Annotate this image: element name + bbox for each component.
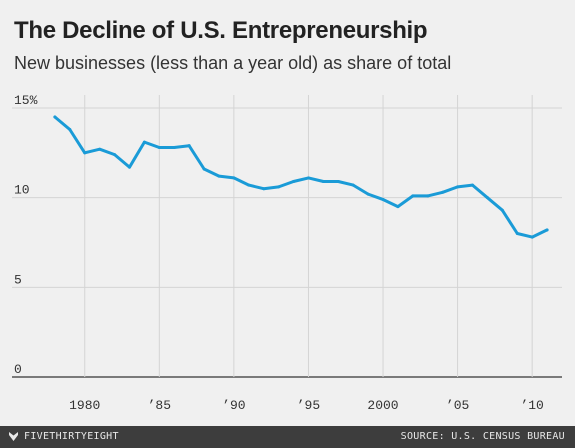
data-point [545, 228, 549, 232]
data-point [68, 128, 72, 132]
data-point [456, 185, 460, 189]
data-point [426, 194, 430, 198]
y-tick-label: 5 [14, 272, 22, 287]
data-point [396, 205, 400, 209]
y-tick-label: 10 [14, 183, 30, 198]
data-point [172, 145, 176, 149]
footer-bar: FIVETHIRTYEIGHT SOURCE: U.S. CENSUS BURE… [0, 426, 575, 448]
x-tick-label: 1980 [69, 398, 100, 413]
line-chart: 0 5 10 15% 1980 ’85 ’90 ’95 2000 ’05 ’10 [12, 93, 562, 413]
data-point [485, 196, 489, 200]
fivethirtyeight-logo-icon [9, 432, 18, 441]
data-point [441, 190, 445, 194]
y-tick-label: 15% [14, 93, 38, 108]
x-axis-labels: 1980 ’85 ’90 ’95 2000 ’05 ’10 [69, 398, 544, 413]
brand-name: FIVETHIRTYEIGHT [24, 431, 119, 442]
data-point [515, 232, 519, 236]
x-tick-label: ’10 [520, 398, 543, 413]
grid-lines [12, 95, 562, 378]
x-tick-label: ’95 [297, 398, 320, 413]
data-point [321, 180, 325, 184]
data-point [306, 176, 310, 180]
data-point [113, 153, 117, 157]
y-axis-labels: 0 5 10 15% [14, 93, 38, 377]
chart-title: The Decline of U.S. Entrepreneurship [14, 17, 428, 44]
data-point [232, 176, 236, 180]
data-point [530, 235, 534, 239]
data-point [277, 185, 281, 189]
data-point [127, 165, 131, 169]
data-point [336, 180, 340, 184]
brand: FIVETHIRTYEIGHT [8, 431, 119, 442]
data-point [53, 115, 57, 119]
source-note: SOURCE: U.S. CENSUS BUREAU [400, 431, 565, 442]
data-point [411, 194, 415, 198]
data-point [351, 183, 355, 187]
series-line [53, 115, 549, 239]
data-point [217, 174, 221, 178]
data-point [187, 144, 191, 148]
series-group [53, 115, 549, 239]
data-point [142, 140, 146, 144]
data-point [98, 147, 102, 151]
data-point [83, 151, 87, 155]
data-point [500, 208, 504, 212]
x-tick-label: ’05 [446, 398, 469, 413]
data-point [202, 167, 206, 171]
x-tick-label: ’85 [148, 398, 171, 413]
y-tick-label: 0 [14, 362, 22, 377]
data-point [157, 145, 161, 149]
data-point [292, 180, 296, 184]
data-point [381, 197, 385, 201]
data-point [471, 183, 475, 187]
data-point [366, 192, 370, 196]
x-tick-label: 2000 [367, 398, 398, 413]
chart-subtitle: New businesses (less than a year old) as… [14, 53, 452, 73]
data-point [262, 187, 266, 191]
x-tick-label: ’90 [222, 398, 245, 413]
data-point [247, 183, 251, 187]
